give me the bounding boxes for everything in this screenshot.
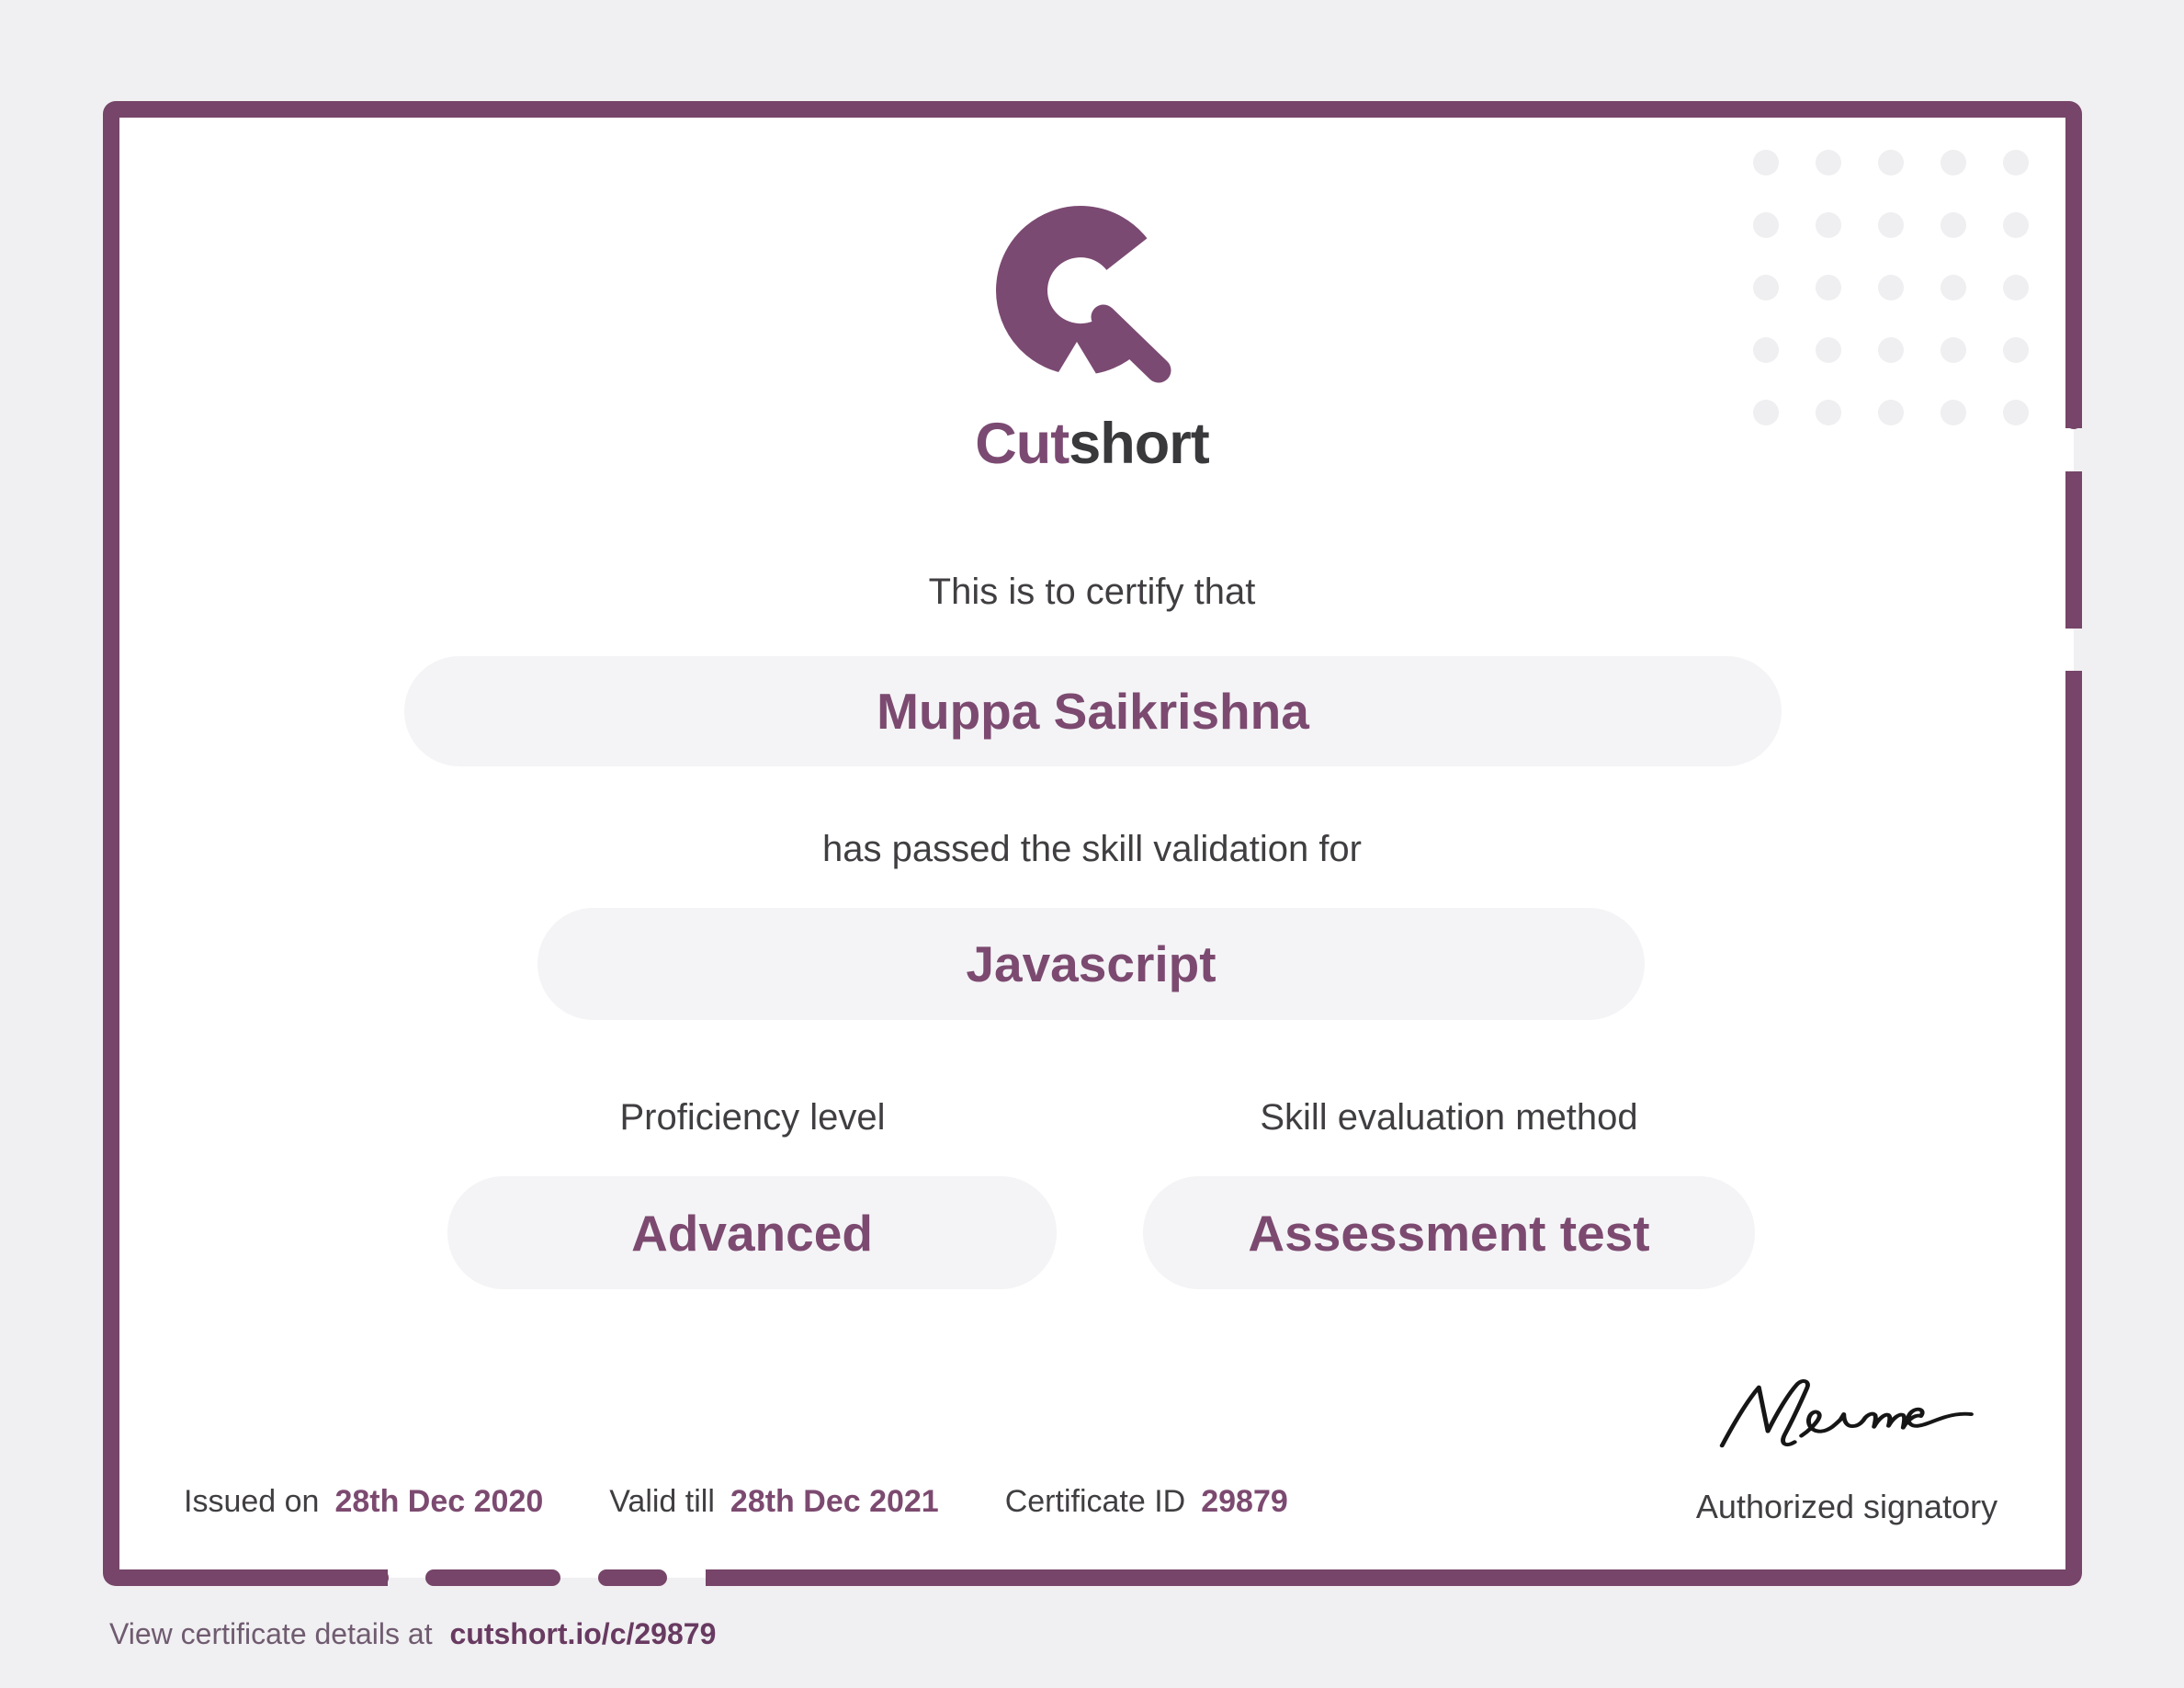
evaluation-value-pill: Assessment test: [1143, 1176, 1755, 1289]
border-dash: [425, 1569, 560, 1586]
wordmark-secondary: short: [1069, 412, 1209, 476]
certificate-id-label: Certificate ID: [1004, 1484, 1186, 1519]
recipient-name: Muppa Saikrishna: [877, 683, 1309, 740]
footer-prefix: View certificate details at: [109, 1617, 433, 1650]
border-gap: [2065, 428, 2082, 471]
footer-note: View certificate details at cutshort.io/…: [109, 1615, 716, 1652]
border-dash: [359, 1569, 389, 1586]
border-dash: [598, 1569, 667, 1586]
border-dash: [2065, 671, 2082, 705]
border-dash: [2065, 471, 2082, 629]
footer-certificate-link[interactable]: cutshort.io/c/29879: [449, 1617, 717, 1650]
cutshort-wordmark: Cutshort: [0, 415, 2184, 473]
evaluation-label: Skill evaluation method: [1260, 1097, 1638, 1138]
certificate-id-item: Certificate ID 29879: [1005, 1481, 1288, 1522]
proficiency-value: Advanced: [631, 1204, 873, 1262]
valid-till-label: Valid till: [609, 1484, 715, 1519]
wordmark-primary: Cut: [975, 412, 1069, 476]
skill-name: Javascript: [966, 935, 1216, 992]
cutshort-magnifier-c-icon: [995, 204, 1175, 386]
issued-on-value: 28th Dec 2020: [334, 1484, 544, 1519]
skill-pill: Javascript: [538, 908, 1645, 1020]
certificate-id-value: 29879: [1201, 1484, 1288, 1519]
valid-till-item: Valid till 28th Dec 2021: [609, 1481, 938, 1522]
issued-on-label: Issued on: [184, 1484, 320, 1519]
dot-grid-decoration: [1753, 150, 2029, 425]
authorized-signatory-label: Authorized signatory: [1695, 1488, 1998, 1525]
signature-handwriting: [1711, 1376, 1979, 1456]
border-gap: [2065, 629, 2082, 671]
issued-on-item: Issued on 28th Dec 2020: [184, 1481, 543, 1522]
border-dash: [2065, 395, 2082, 429]
proficiency-label: Proficiency level: [619, 1097, 886, 1138]
certificate-meta-row: Issued on 28th Dec 2020 Valid till 28th …: [184, 1481, 1288, 1522]
evaluation-value: Assessment test: [1248, 1204, 1650, 1262]
statement-text: has passed the skill validation for: [822, 829, 1362, 869]
valid-till-value: 28th Dec 2021: [730, 1484, 939, 1519]
border-dash: [706, 1569, 735, 1586]
recipient-name-pill: Muppa Saikrishna: [404, 656, 1782, 766]
intro-text: This is to certify that: [928, 572, 1256, 612]
proficiency-value-pill: Advanced: [447, 1176, 1057, 1289]
